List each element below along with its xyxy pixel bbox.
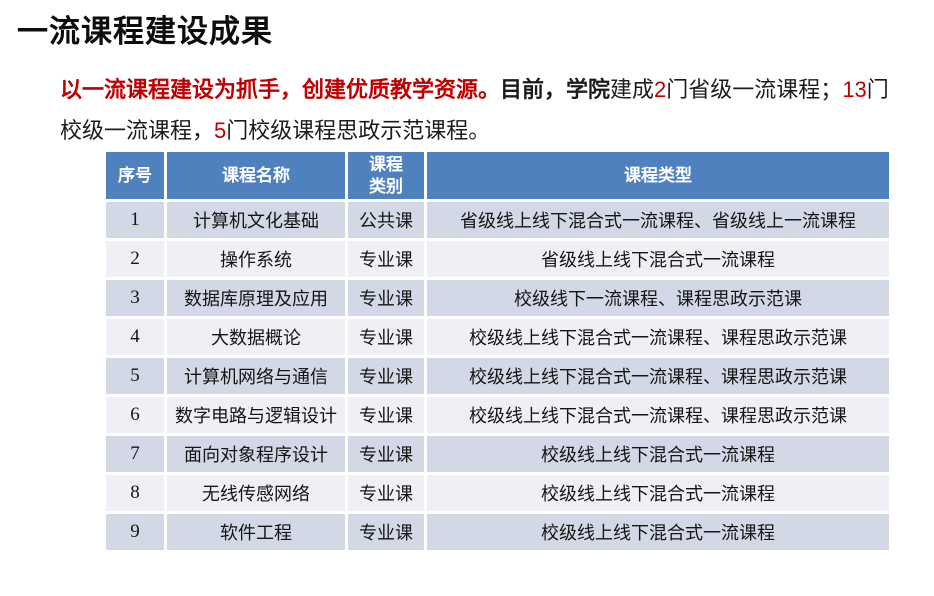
- intro-line-1: 以一流课程建设为抓手，创建优质教学资源。目前，学院建成2门省级一流课程；13门: [60, 69, 916, 110]
- intro-text: 门省级一流课程；: [666, 77, 843, 102]
- cell-type: 省级线上线下混合式一流课程、省级线上一流课程: [427, 202, 889, 238]
- header-category: 课程类别: [348, 152, 424, 199]
- cell-no: 2: [106, 241, 164, 277]
- cell-course-name: 计算机文化基础: [167, 202, 345, 238]
- cell-category: 专业课: [348, 397, 424, 433]
- cell-no: 4: [106, 319, 164, 355]
- intro-text: 门: [866, 77, 889, 102]
- intro-count-provincial: 2: [654, 77, 667, 102]
- cell-no: 1: [106, 202, 164, 238]
- cell-category: 专业课: [348, 319, 424, 355]
- cell-course-name: 数据库原理及应用: [167, 280, 345, 316]
- intro-text: 校级一流课程，: [60, 118, 215, 143]
- intro-bold-text: 目前，学院: [500, 77, 611, 102]
- table-row: 6 数字电路与逻辑设计 专业课 校级线上线下混合式一流课程、课程思政示范课: [106, 397, 889, 433]
- cell-no: 5: [106, 358, 164, 394]
- cell-course-name: 面向对象程序设计: [167, 436, 345, 472]
- page-title: 一流课程建设成果: [17, 14, 273, 49]
- table-row: 4 大数据概论 专业课 校级线上线下混合式一流课程、课程思政示范课: [106, 319, 889, 355]
- header-course-name: 课程名称: [167, 152, 345, 199]
- intro-text: 建成: [610, 77, 655, 102]
- intro-count-school: 13: [842, 77, 867, 102]
- cell-course-name: 大数据概论: [167, 319, 345, 355]
- header-no: 序号: [106, 152, 164, 199]
- cell-no: 6: [106, 397, 164, 433]
- table-row: 2 操作系统 专业课 省级线上线下混合式一流课程: [106, 241, 889, 277]
- table-row: 3 数据库原理及应用 专业课 校级线下一流课程、课程思政示范课: [106, 280, 889, 316]
- cell-category: 专业课: [348, 514, 424, 550]
- cell-no: 3: [106, 280, 164, 316]
- table-header-row: 序号 课程名称 课程类别 课程类型: [106, 152, 889, 199]
- header-type: 课程类型: [427, 152, 889, 199]
- table-row: 8 无线传感网络 专业课 校级线上线下混合式一流课程: [106, 475, 889, 511]
- intro-line-2: 校级一流课程，5门校级课程思政示范课程。: [60, 110, 916, 151]
- cell-type: 校级线上线下混合式一流课程: [427, 514, 889, 550]
- table-row: 1 计算机文化基础 公共课 省级线上线下混合式一流课程、省级线上一流课程: [106, 202, 889, 238]
- cell-no: 9: [106, 514, 164, 550]
- cell-category: 专业课: [348, 358, 424, 394]
- cell-category: 专业课: [348, 241, 424, 277]
- cell-type: 校级线上线下混合式一流课程、课程思政示范课: [427, 397, 889, 433]
- cell-no: 7: [106, 436, 164, 472]
- cell-course-name: 计算机网络与通信: [167, 358, 345, 394]
- cell-course-name: 操作系统: [167, 241, 345, 277]
- intro-count-ideology: 5: [214, 118, 227, 143]
- intro-text: 门校级课程思政示范课程。: [226, 118, 491, 143]
- intro-highlight-red: 以一流课程建设为抓手，创建优质教学资源。: [60, 77, 501, 102]
- cell-type: 省级线上线下混合式一流课程: [427, 241, 889, 277]
- cell-no: 8: [106, 475, 164, 511]
- course-table: 序号 课程名称 课程类别 课程类型 1 计算机文化基础 公共课 省级线上线下混合…: [106, 152, 889, 553]
- cell-type: 校级线下一流课程、课程思政示范课: [427, 280, 889, 316]
- intro-paragraph: 以一流课程建设为抓手，创建优质教学资源。目前，学院建成2门省级一流课程；13门 …: [60, 69, 916, 151]
- cell-type: 校级线上线下混合式一流课程: [427, 475, 889, 511]
- cell-category: 专业课: [348, 436, 424, 472]
- cell-category: 公共课: [348, 202, 424, 238]
- header-category-label: 课程类别: [368, 155, 403, 196]
- cell-course-name: 数字电路与逻辑设计: [167, 397, 345, 433]
- cell-type: 校级线上线下混合式一流课程: [427, 436, 889, 472]
- cell-type: 校级线上线下混合式一流课程、课程思政示范课: [427, 319, 889, 355]
- cell-type: 校级线上线下混合式一流课程、课程思政示范课: [427, 358, 889, 394]
- table-row: 9 软件工程 专业课 校级线上线下混合式一流课程: [106, 514, 889, 550]
- cell-category: 专业课: [348, 475, 424, 511]
- table-row: 5 计算机网络与通信 专业课 校级线上线下混合式一流课程、课程思政示范课: [106, 358, 889, 394]
- cell-category: 专业课: [348, 280, 424, 316]
- table-row: 7 面向对象程序设计 专业课 校级线上线下混合式一流课程: [106, 436, 889, 472]
- cell-course-name: 无线传感网络: [167, 475, 345, 511]
- cell-course-name: 软件工程: [167, 514, 345, 550]
